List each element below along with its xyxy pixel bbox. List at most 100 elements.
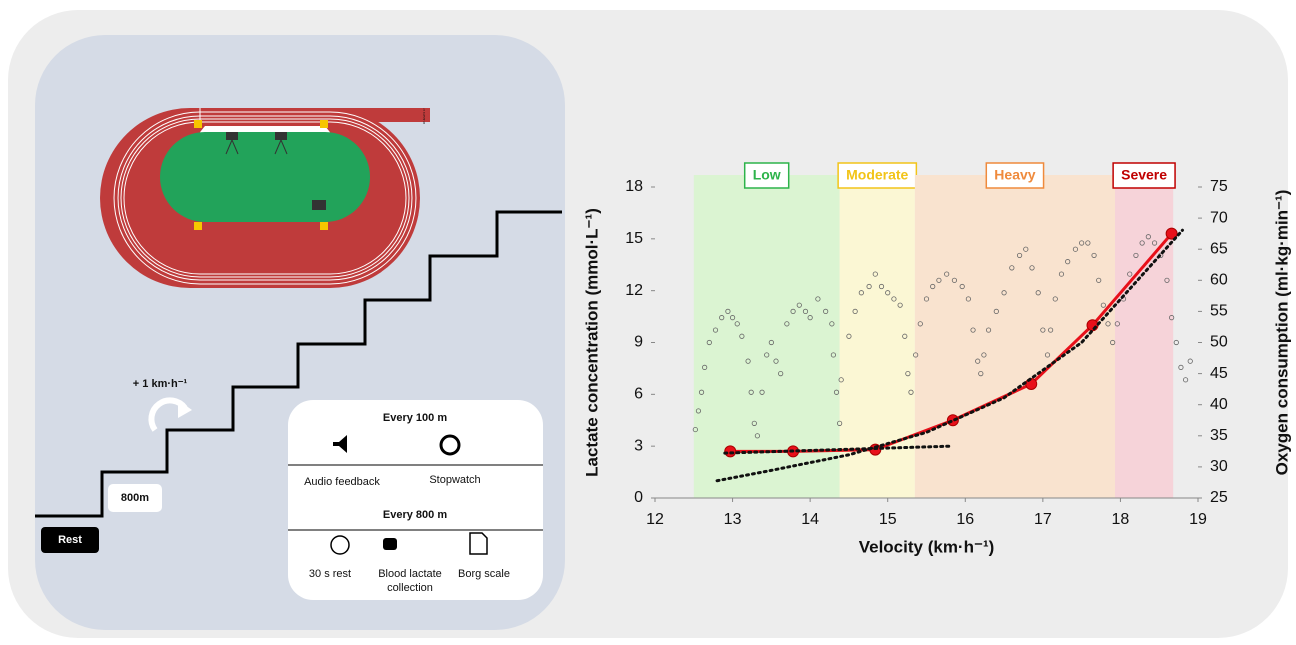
vo2-point (985, 327, 992, 333)
drop-icon (383, 538, 397, 550)
vo2-point (1178, 364, 1184, 370)
y2-tick-label: 35 (1210, 427, 1228, 444)
vo2-point (891, 296, 897, 302)
vo2-point (1065, 259, 1071, 265)
vo2-point (1151, 240, 1158, 246)
y2-tick-label: 70 (1210, 209, 1228, 226)
x-tick-label: 14 (801, 511, 819, 528)
increment-arrowhead (178, 400, 192, 418)
vo2-point (1048, 327, 1054, 333)
vo2-point (1023, 246, 1029, 252)
vo2-point (702, 364, 708, 370)
zone-label: Low (753, 167, 781, 183)
vo2-point (745, 358, 751, 364)
y2-tick-label: 75 (1210, 178, 1228, 195)
label-line: Blood lactate (378, 568, 442, 580)
vo2-point (1085, 240, 1091, 246)
vo2-point (885, 290, 891, 296)
vo2-point (965, 296, 971, 302)
fit-line (723, 444, 952, 455)
track (100, 108, 430, 288)
vo2-point (1040, 327, 1046, 333)
vo2-point (764, 352, 770, 358)
vo2-point (837, 420, 843, 426)
x-tick-label: 19 (1189, 511, 1207, 528)
y2-tick-label: 60 (1210, 272, 1228, 289)
vo2-point (729, 315, 736, 321)
vo2-point (1145, 234, 1151, 240)
vo2-point (692, 426, 698, 433)
vo2-point (725, 308, 731, 314)
vo2-point (1110, 339, 1116, 346)
lactate-point (1086, 319, 1099, 332)
vo2-point (981, 352, 987, 358)
vo2-point (1058, 271, 1065, 277)
vo2-point (751, 420, 757, 426)
staircase (35, 210, 562, 518)
vo2-point (944, 271, 950, 277)
vo2-point (951, 277, 958, 283)
vo2-point (1029, 265, 1035, 271)
vo2-point (930, 283, 936, 290)
y2-axis-title: Oxygen consumption (ml·kg·min⁻¹) (1272, 190, 1291, 476)
vo2-point (1009, 265, 1015, 271)
x-tick-label: 15 (879, 511, 897, 528)
vo2-point (897, 302, 903, 308)
vo2-point (719, 315, 725, 321)
lane-number: 1 (423, 107, 426, 112)
vo2-point (1139, 240, 1145, 246)
vo2-point (846, 333, 852, 339)
info-label: Audio feedback (304, 476, 380, 488)
vo2-point (878, 283, 885, 290)
stage-label: 800m (121, 492, 149, 504)
x-tick-label: 16 (956, 511, 974, 528)
increment-label: + 1 km·h⁻¹ (133, 378, 188, 390)
vo2-point (754, 433, 760, 439)
lactate-point (724, 445, 737, 458)
vo2-point (858, 290, 864, 296)
vo2-point (905, 370, 911, 377)
vo2-point (748, 389, 754, 395)
y-tick-label: 0 (634, 489, 643, 506)
document-icon (469, 532, 488, 555)
vo2-point (1114, 321, 1120, 327)
vo2-point (706, 339, 712, 346)
vo2-point (830, 352, 837, 358)
vo2-point (970, 327, 976, 333)
vo2-point (773, 358, 779, 364)
lane-number: 5 (423, 120, 426, 125)
info-label: Borg scale (458, 568, 510, 580)
vo2-point (1169, 315, 1175, 321)
zone (693, 175, 840, 498)
vo2-point (1105, 321, 1111, 327)
zone-label-box (985, 162, 1045, 189)
vo2-point (923, 296, 930, 302)
vo2-point (838, 377, 844, 383)
y2-tick-label: 30 (1210, 458, 1228, 475)
vo2-point (739, 333, 745, 339)
vo2-point (823, 308, 829, 314)
zone-label-box (837, 162, 918, 189)
y2-tick-label: 25 (1210, 489, 1228, 506)
y-tick-label: 6 (634, 386, 643, 403)
vo2-point (698, 389, 705, 395)
y2-tick-label: 65 (1210, 240, 1228, 257)
vo2-point (1100, 302, 1106, 308)
stopwatch-icon (439, 434, 461, 456)
vo2-point (1035, 290, 1041, 296)
vo2-point (768, 339, 774, 346)
vo2-point (1173, 339, 1179, 346)
x-tick-label: 12 (646, 511, 664, 528)
vo2-point (1096, 277, 1102, 283)
vo2-point (872, 271, 878, 277)
vo2-point (908, 389, 914, 395)
vo2-point (712, 327, 719, 333)
y-tick-label: 12 (625, 282, 643, 299)
vo2-point (852, 308, 858, 314)
x-tick-label: 17 (1034, 511, 1052, 528)
x-tick-label: 18 (1112, 511, 1130, 528)
rest-box (41, 527, 99, 553)
rest-label: Rest (58, 534, 82, 546)
vo2-point (1079, 240, 1085, 246)
